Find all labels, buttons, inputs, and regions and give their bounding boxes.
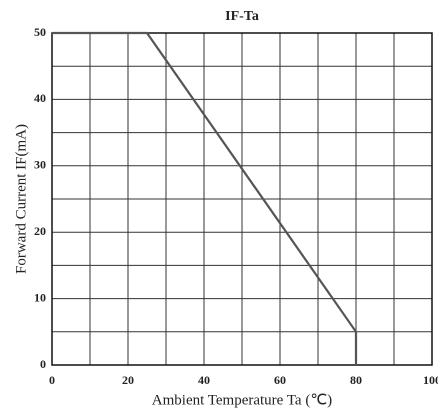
x-axis-label: Ambient Temperature Ta (℃): [152, 392, 332, 408]
x-tick-label: 60: [274, 373, 286, 387]
y-axis-label: Forward Current IF(mA): [13, 124, 29, 274]
x-tick-label: 0: [49, 373, 55, 387]
x-tick-label: 40: [198, 373, 210, 387]
x-tick-label: 20: [122, 373, 134, 387]
y-tick-label: 20: [34, 224, 46, 238]
x-tick-label: 80: [350, 373, 362, 387]
y-tick-label: 40: [34, 91, 46, 105]
y-tick-label: 0: [40, 357, 46, 371]
data-line: [52, 31, 358, 365]
y-tick-label: 30: [34, 158, 46, 172]
chart-title: IF-Ta: [225, 9, 259, 24]
y-tick-label: 50: [34, 25, 46, 39]
plot-frame: [51, 32, 433, 366]
y-tick-label: 10: [34, 290, 46, 304]
x-tick-label: 100: [423, 373, 438, 387]
